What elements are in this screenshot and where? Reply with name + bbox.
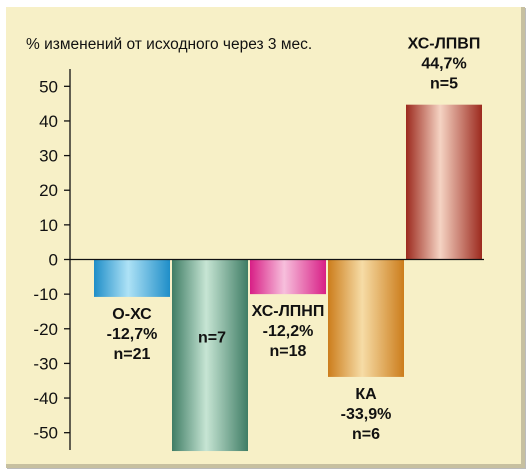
bar-data-label: n=21	[114, 346, 151, 363]
y-tick-label: 40	[39, 112, 58, 131]
chart-svg: % изменений от исходного через 3 мес. 50…	[26, 36, 484, 452]
bar	[328, 259, 404, 377]
bar-data-label: ХС-ЛПНП	[252, 303, 325, 320]
bar-data-label: n=5	[430, 76, 458, 93]
bar	[172, 259, 248, 452]
bar-data-label: -12,2%	[263, 323, 314, 340]
bar	[94, 259, 170, 297]
bar	[406, 104, 482, 260]
y-tick-label: 20	[39, 181, 58, 200]
bar-data-label: -33,9%	[341, 406, 392, 423]
bar-data-label: О-ХС	[112, 306, 152, 323]
bar-data-label: 44,7%	[421, 56, 466, 73]
y-tick-label: -40	[33, 389, 58, 408]
y-tick-label: -30	[33, 354, 58, 373]
y-tick-label: 30	[39, 147, 58, 166]
chart-title: % изменений от исходного через 3 мес.	[26, 36, 312, 53]
bar-data-label: n=7	[198, 330, 226, 347]
y-tick-label: 10	[39, 216, 58, 235]
y-tick-label: -50	[33, 424, 58, 443]
y-tick-label: -20	[33, 320, 58, 339]
bars	[94, 104, 482, 452]
bar-data-label: n=18	[270, 343, 307, 360]
bar-data-label: -12,7%	[107, 326, 158, 343]
bar-labels: О-ХС -12,7% n=21 n=7 ХС-ЛПНП -12,2% n=18 КА -33,…	[107, 36, 481, 443]
bar	[250, 259, 326, 295]
chart-frame: % изменений от исходного через 3 мес. 50…	[6, 7, 525, 468]
y-tick-label: 0	[49, 251, 58, 270]
y-tick-label: -10	[33, 285, 58, 304]
bar-data-label: ХС-ЛПВП	[408, 36, 481, 53]
y-tick-label: 50	[39, 77, 58, 96]
y-axis-ticks: 50 40 30 20 10 0 -10 -20 -30 -40 -50	[33, 77, 70, 443]
bar-data-label: КА	[355, 386, 377, 403]
bar-data-label: n=6	[352, 426, 380, 443]
